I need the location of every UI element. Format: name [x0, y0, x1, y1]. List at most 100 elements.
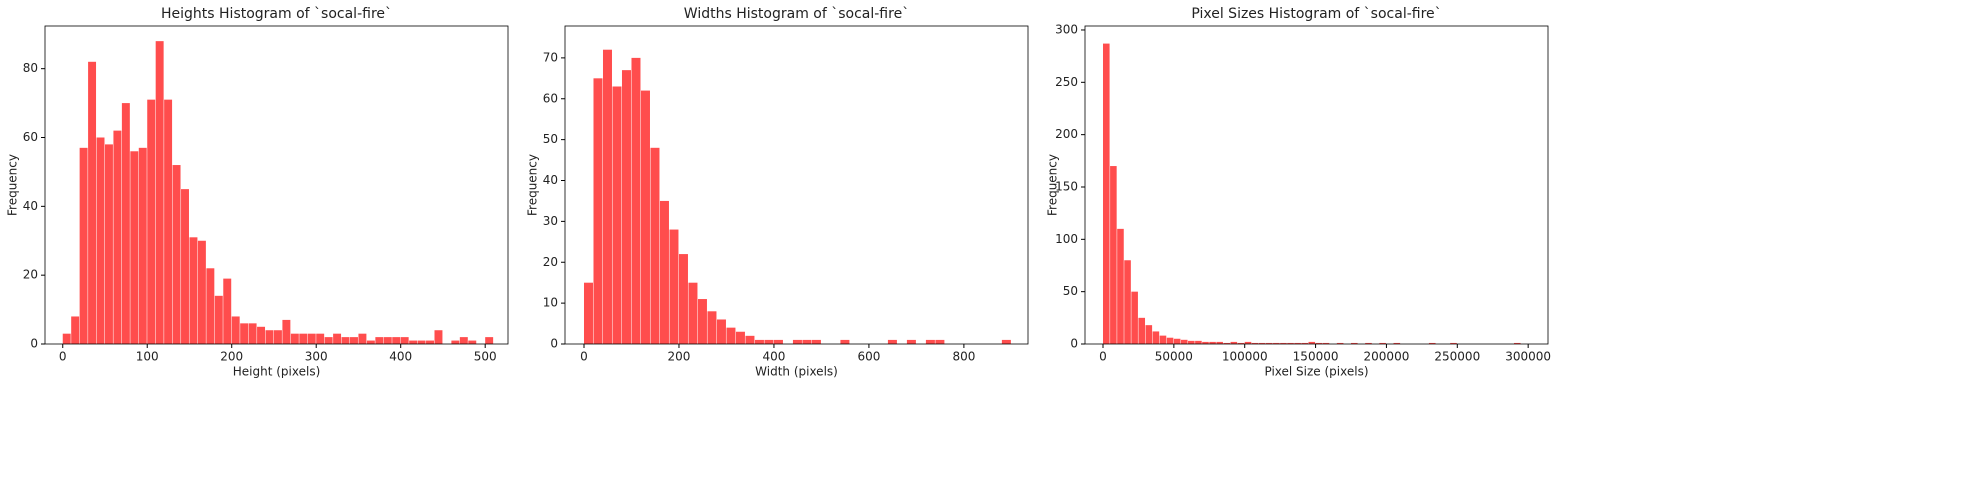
bar [773, 339, 783, 344]
bar [434, 330, 443, 344]
bar [231, 316, 240, 344]
y-tick-label: 150 [1055, 179, 1078, 193]
bar [62, 333, 71, 344]
bar [811, 339, 821, 344]
axes-frame [44, 25, 509, 345]
bar [1280, 342, 1287, 344]
y-tick-label: 0 [30, 337, 38, 351]
bar [316, 333, 325, 344]
bar [925, 339, 935, 344]
bar [707, 311, 717, 344]
x-axis-label: Pixel Size (pixels) [1264, 365, 1368, 379]
bar [1223, 342, 1231, 344]
x-tick-label: 200 [220, 350, 243, 364]
bar [333, 333, 342, 344]
bar [906, 339, 916, 344]
bar [1001, 339, 1011, 344]
y-tick-label: 80 [23, 61, 38, 75]
bar [223, 278, 232, 344]
bar [593, 78, 603, 345]
bar [745, 335, 755, 344]
bar [1351, 342, 1358, 344]
bar [1287, 342, 1294, 344]
bar [1379, 342, 1386, 344]
y-tick-label: 200 [1055, 127, 1078, 141]
bar [1301, 342, 1308, 344]
bar [273, 330, 282, 344]
x-tick-label: 500 [474, 350, 497, 364]
bar [248, 323, 257, 344]
bar [1202, 341, 1209, 344]
y-tick-label: 60 [23, 130, 38, 144]
bar [1230, 341, 1238, 344]
bar [350, 337, 358, 344]
bar [155, 41, 164, 345]
bar [164, 99, 173, 344]
y-tick-label: 50 [543, 132, 558, 146]
x-axis-label: Height (pixels) [233, 365, 321, 379]
bar [650, 147, 660, 344]
bar [840, 339, 850, 344]
bar [358, 333, 367, 344]
axes-frame [564, 25, 1029, 345]
bar [197, 240, 206, 344]
bar [792, 339, 802, 344]
x-tick-label: 300000 [1505, 350, 1551, 364]
x-tick-label: 0 [59, 350, 67, 364]
x-tick-label: 200 [668, 350, 691, 364]
bar [324, 337, 333, 344]
bar [1117, 228, 1124, 344]
chart-panel: 0 200 400 600 800 0 10 20 30 40 50 60 70 Widths Histo… [526, 6, 1029, 379]
bar [189, 237, 198, 344]
bar [240, 323, 249, 344]
bar [147, 99, 156, 344]
bar [257, 326, 266, 344]
bar [1152, 331, 1160, 344]
bar [726, 327, 736, 344]
y-tick-label: 20 [23, 268, 38, 282]
y-tick-label: 0 [550, 337, 558, 351]
bar [1322, 342, 1330, 344]
bar [1294, 342, 1301, 344]
bar [392, 337, 401, 344]
y-tick-label: 300 [1055, 22, 1078, 36]
y-tick-label: 70 [543, 50, 558, 64]
bar [451, 340, 460, 344]
bar [375, 337, 384, 344]
bar [1159, 335, 1167, 344]
x-tick-label: 250000 [1434, 350, 1480, 364]
y-tick-label: 30 [543, 214, 558, 228]
bar [583, 282, 593, 344]
bar [1145, 325, 1153, 344]
bar [113, 130, 122, 344]
bar [1365, 342, 1372, 344]
bar [282, 319, 291, 344]
bar [206, 268, 215, 344]
bar [1216, 341, 1223, 344]
bar [1124, 260, 1131, 344]
bar [887, 339, 897, 344]
y-tick-label: 20 [543, 255, 558, 269]
bar [485, 337, 494, 344]
bar [688, 282, 698, 344]
bar [764, 339, 774, 344]
bar [1336, 342, 1344, 344]
bar [214, 295, 223, 344]
bar [130, 151, 139, 344]
bar [1102, 43, 1110, 344]
bar [602, 49, 612, 344]
bar [468, 340, 477, 344]
bar [612, 86, 622, 344]
bar [1315, 342, 1323, 344]
bar [1273, 342, 1280, 344]
bar [1513, 342, 1521, 344]
bar [735, 331, 745, 344]
bar [172, 165, 181, 344]
bar [716, 319, 726, 344]
bar [640, 90, 650, 344]
bar [1450, 342, 1457, 344]
bar [1244, 341, 1252, 344]
bar [935, 339, 945, 344]
chart-title: Widths Histogram of `socal-fire` [684, 6, 909, 22]
bar [104, 144, 113, 344]
